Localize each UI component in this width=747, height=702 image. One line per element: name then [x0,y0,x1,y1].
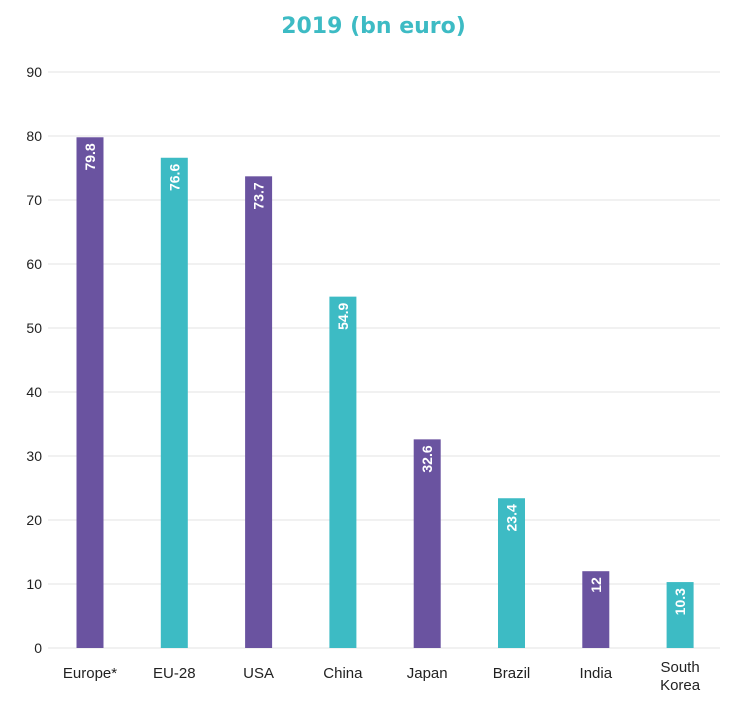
y-tick-label: 70 [26,192,42,208]
bar-value-label: 76.6 [166,164,182,191]
y-tick-label: 90 [26,64,42,80]
x-tick-label: Korea [660,677,701,694]
bar-value-label: 54.9 [335,302,351,329]
bar-value-label: 10.3 [672,588,688,615]
x-tick-label: EU-28 [153,665,196,682]
x-tick-label: Brazil [493,665,531,682]
y-tick-label: 30 [26,448,42,464]
y-tick-label: 50 [26,320,42,336]
bar [245,176,273,648]
bar-value-label: 79.8 [82,143,98,170]
bar-value-label: 12 [588,577,604,593]
y-tick-label: 80 [26,128,42,144]
bar [76,137,104,648]
bar-value-label: 73.7 [251,182,267,209]
x-tick-label: USA [243,665,274,682]
x-tick-label: Japan [407,665,448,682]
bar [160,157,188,648]
bar-value-label: 23.4 [504,504,520,531]
x-tick-label: China [323,665,363,682]
x-tick-label: South [660,659,699,676]
bar [413,439,441,648]
y-tick-label: 10 [26,576,42,592]
x-tick-label: Europe* [63,665,117,682]
bar [666,582,694,648]
bar [329,296,357,648]
y-tick-label: 60 [26,256,42,272]
x-tick-label: India [580,665,613,682]
bar [498,498,525,648]
bar-value-label: 32.6 [419,445,435,472]
chart-title: 2019 (bn euro) [281,14,466,39]
y-tick-label: 0 [34,640,42,656]
bar [582,571,610,648]
y-tick-label: 20 [26,512,42,528]
y-tick-label: 40 [26,384,42,400]
